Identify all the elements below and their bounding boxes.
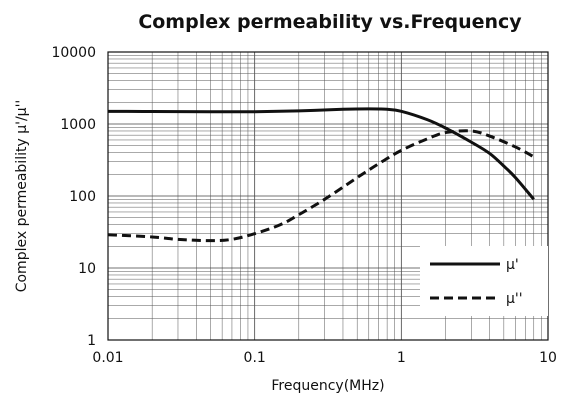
y-tick-label: 10 <box>78 261 96 277</box>
legend: μ' μ'' <box>420 246 548 316</box>
series-mu-double-prime-line <box>107 129 535 243</box>
legend-label: μ' <box>506 257 519 273</box>
y-axis-label: Complex permeability μ'/μ'' <box>14 100 30 293</box>
plot-frame <box>107 51 549 341</box>
x-tick-label: 10 <box>539 350 557 366</box>
legend-box <box>420 246 548 316</box>
chart-title: Complex permeability vs.Frequency <box>138 11 522 33</box>
y-tick-label: 1000 <box>60 117 96 133</box>
legend-label: μ'' <box>506 291 523 307</box>
series-layer <box>107 107 535 243</box>
y-tick-label: 1 <box>87 333 96 349</box>
x-tick-label: 0.1 <box>244 350 266 366</box>
y-tick-label: 100 <box>69 189 96 205</box>
y-tick-label: 10000 <box>51 45 96 61</box>
x-tick-label: 1 <box>397 350 406 366</box>
x-tick-label: 0.01 <box>92 350 123 366</box>
x-axis-label: Frequency(MHz) <box>271 378 384 394</box>
series-mu-prime-line <box>107 107 535 201</box>
tick-labels: 0.01 0.1 1 10 1 10 100 1000 10000 <box>51 45 556 366</box>
